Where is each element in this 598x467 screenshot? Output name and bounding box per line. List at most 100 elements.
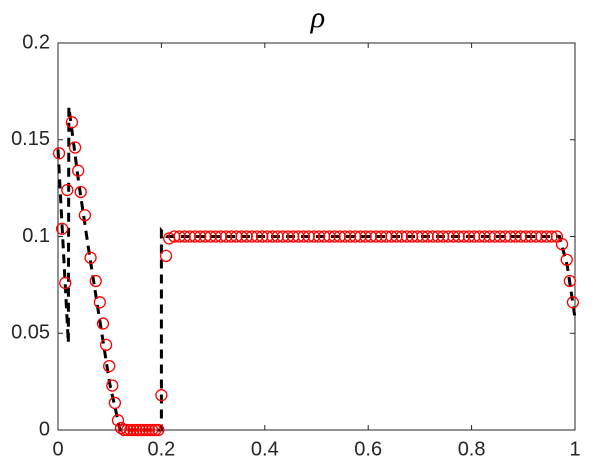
marker xyxy=(483,230,496,243)
marker xyxy=(390,230,403,243)
marker xyxy=(121,423,134,437)
marker xyxy=(405,230,419,243)
marker xyxy=(183,230,196,243)
x-tick-label: 0.2 xyxy=(147,438,175,460)
marker xyxy=(560,253,573,266)
marker xyxy=(214,230,228,243)
line xyxy=(56,106,577,432)
marker xyxy=(256,230,269,243)
y-tick-label: 0 xyxy=(39,418,50,440)
marker xyxy=(297,230,310,243)
marker xyxy=(431,230,445,243)
marker xyxy=(318,230,331,243)
marker xyxy=(65,116,79,129)
marker xyxy=(173,230,186,243)
marker xyxy=(133,423,146,437)
marker xyxy=(103,359,116,373)
y-tick-label: 0.15 xyxy=(11,128,50,150)
marker xyxy=(555,238,569,251)
marker xyxy=(312,230,326,243)
marker xyxy=(462,230,476,243)
marker xyxy=(524,230,538,243)
marker xyxy=(89,274,102,288)
marker xyxy=(535,230,548,243)
marker xyxy=(245,230,259,243)
marker xyxy=(271,230,284,243)
marker xyxy=(457,230,470,243)
marker xyxy=(540,230,553,243)
marker xyxy=(235,230,248,243)
marker xyxy=(99,338,113,352)
marker xyxy=(499,230,512,243)
marker xyxy=(178,230,191,243)
marker xyxy=(209,230,222,243)
marker xyxy=(127,423,140,437)
x-tick-label: 0.8 xyxy=(458,438,486,460)
marker xyxy=(514,230,527,243)
marker xyxy=(338,230,352,243)
marker xyxy=(145,423,159,437)
marker xyxy=(199,230,212,243)
marker xyxy=(354,230,367,243)
marker xyxy=(55,222,69,235)
marker xyxy=(442,230,455,243)
marker xyxy=(281,230,295,243)
marker xyxy=(504,230,517,243)
marker xyxy=(452,230,465,243)
marker xyxy=(168,230,181,243)
marker xyxy=(411,230,424,243)
marker xyxy=(400,230,414,243)
marker xyxy=(59,276,72,290)
marker xyxy=(385,230,398,243)
marker xyxy=(287,230,300,243)
marker xyxy=(118,423,131,437)
marker xyxy=(530,230,543,243)
marker xyxy=(380,230,393,243)
x-tick-label: 0.6 xyxy=(354,438,382,460)
marker xyxy=(563,274,576,288)
marker xyxy=(328,230,341,243)
y-tick-label: 0.1 xyxy=(22,225,50,247)
marker xyxy=(323,230,336,243)
marker xyxy=(194,230,207,243)
marker xyxy=(188,230,202,243)
x-tick-label: 1 xyxy=(569,438,580,460)
marker xyxy=(276,230,290,243)
marker xyxy=(302,230,315,243)
marker xyxy=(204,230,217,243)
marker xyxy=(250,230,264,243)
marker xyxy=(106,379,119,392)
marker xyxy=(488,230,502,243)
marker xyxy=(130,423,143,437)
marker xyxy=(111,414,125,427)
marker xyxy=(84,251,97,264)
marker xyxy=(159,249,173,263)
marker xyxy=(96,317,110,330)
marker xyxy=(473,230,486,243)
marker xyxy=(225,230,238,243)
marker xyxy=(426,230,439,243)
marker xyxy=(566,296,580,309)
marker xyxy=(93,296,107,309)
y-tick-label: 0.2 xyxy=(22,31,50,53)
chart-title: ρ xyxy=(310,1,325,34)
marker xyxy=(369,230,383,243)
marker xyxy=(437,230,450,243)
marker xyxy=(292,230,305,243)
marker xyxy=(152,423,165,437)
marker xyxy=(230,230,243,243)
x-tick-label: 0.4 xyxy=(251,438,279,460)
marker xyxy=(136,423,149,437)
marker xyxy=(240,230,253,243)
marker xyxy=(545,230,558,243)
marker xyxy=(359,230,372,243)
marker xyxy=(349,230,362,243)
marker xyxy=(266,230,279,243)
marker xyxy=(155,389,168,402)
marker xyxy=(108,396,122,410)
marker xyxy=(139,423,153,437)
marker xyxy=(395,230,408,243)
marker xyxy=(478,230,491,243)
